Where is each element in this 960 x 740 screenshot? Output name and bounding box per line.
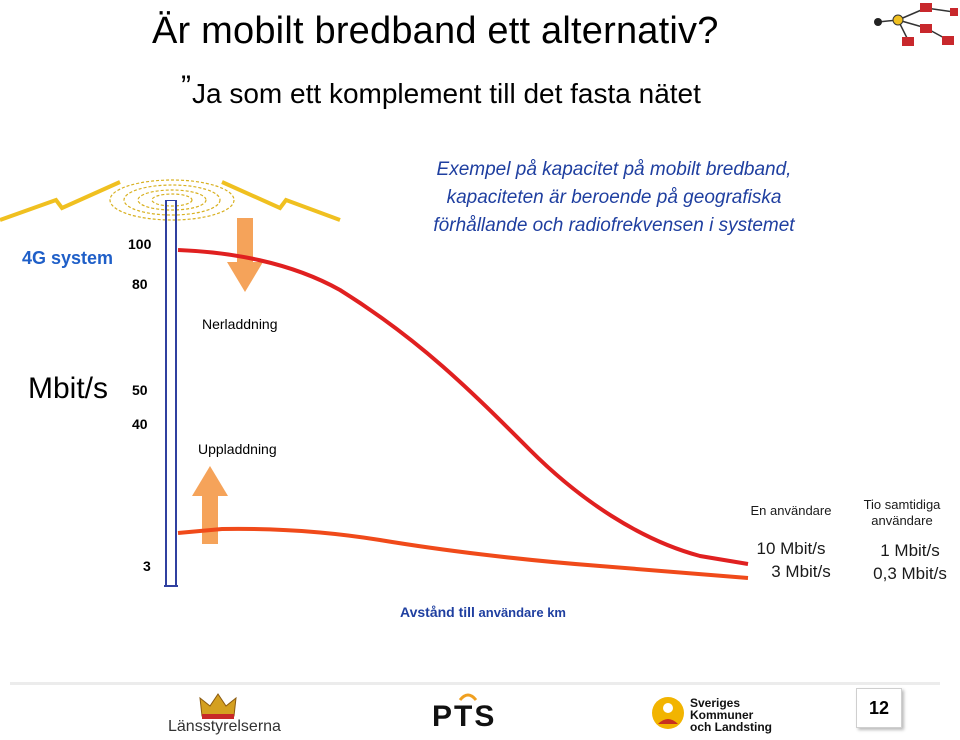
tick-3: 3 [143, 558, 151, 574]
ten-users-header-line2: användare [871, 513, 933, 528]
ten-users-header-line1: Tio samtidiga [863, 497, 941, 512]
slide-title: Är mobilt bredband ett alternativ? [152, 10, 719, 52]
xaxis-label-rest: användare km [474, 605, 566, 620]
ten-users-upload: 0,3 Mbit/s [873, 564, 947, 583]
download-arrow-icon [227, 218, 263, 292]
skl-logo-line3: och Landsting [690, 720, 772, 734]
upload-curve [177, 526, 749, 580]
capacity-description: Exempel på kapacitet på mobilt bredband,… [433, 159, 795, 236]
upload-label: Uppladdning [198, 441, 277, 457]
single-user-download: 10 Mbit/s [756, 539, 826, 558]
single-user-upload: 3 Mbit/s [771, 562, 831, 581]
tick-80: 80 [132, 276, 148, 292]
slide-subtitle: Ja som ett komplement till det fasta nät… [192, 78, 701, 109]
download-label: Nerladdning [202, 316, 278, 332]
network-logo-icon [874, 3, 958, 46]
page-number: 12 [856, 688, 902, 728]
single-user-header: En användare [750, 503, 832, 518]
cell-tower-icon [164, 200, 178, 587]
tick-40: 40 [132, 416, 148, 432]
system-label: 4G system [22, 248, 114, 268]
download-curve [177, 248, 749, 566]
xaxis-label: Avstånd till användare km [400, 604, 566, 620]
crown-icon [199, 693, 237, 719]
lansstyrelserna-logo: Länsstyrelserna [168, 718, 281, 735]
skl-emblem-icon [652, 697, 684, 729]
pts-wave-icon [458, 693, 478, 701]
ten-users-download: 1 Mbit/s [880, 541, 940, 560]
tick-100: 100 [128, 236, 152, 252]
tick-50: 50 [132, 382, 148, 398]
skl-logo-line1: Sveriges [690, 696, 741, 710]
capacity-curves [177, 248, 749, 580]
ten-users-header: Tio samtidiga användare [852, 497, 952, 529]
signal-beams [0, 179, 341, 222]
skl-logo: Sveriges Kommuner och Landsting [690, 697, 772, 733]
footer-divider [10, 682, 940, 685]
quote-mark: ” [181, 70, 191, 103]
unit-label: Mbit/s [28, 372, 109, 405]
pts-logo: PTS [432, 700, 497, 733]
xaxis-label-bold: Avstånd till [400, 604, 475, 620]
skl-logo-line2: Kommuner [690, 708, 754, 722]
